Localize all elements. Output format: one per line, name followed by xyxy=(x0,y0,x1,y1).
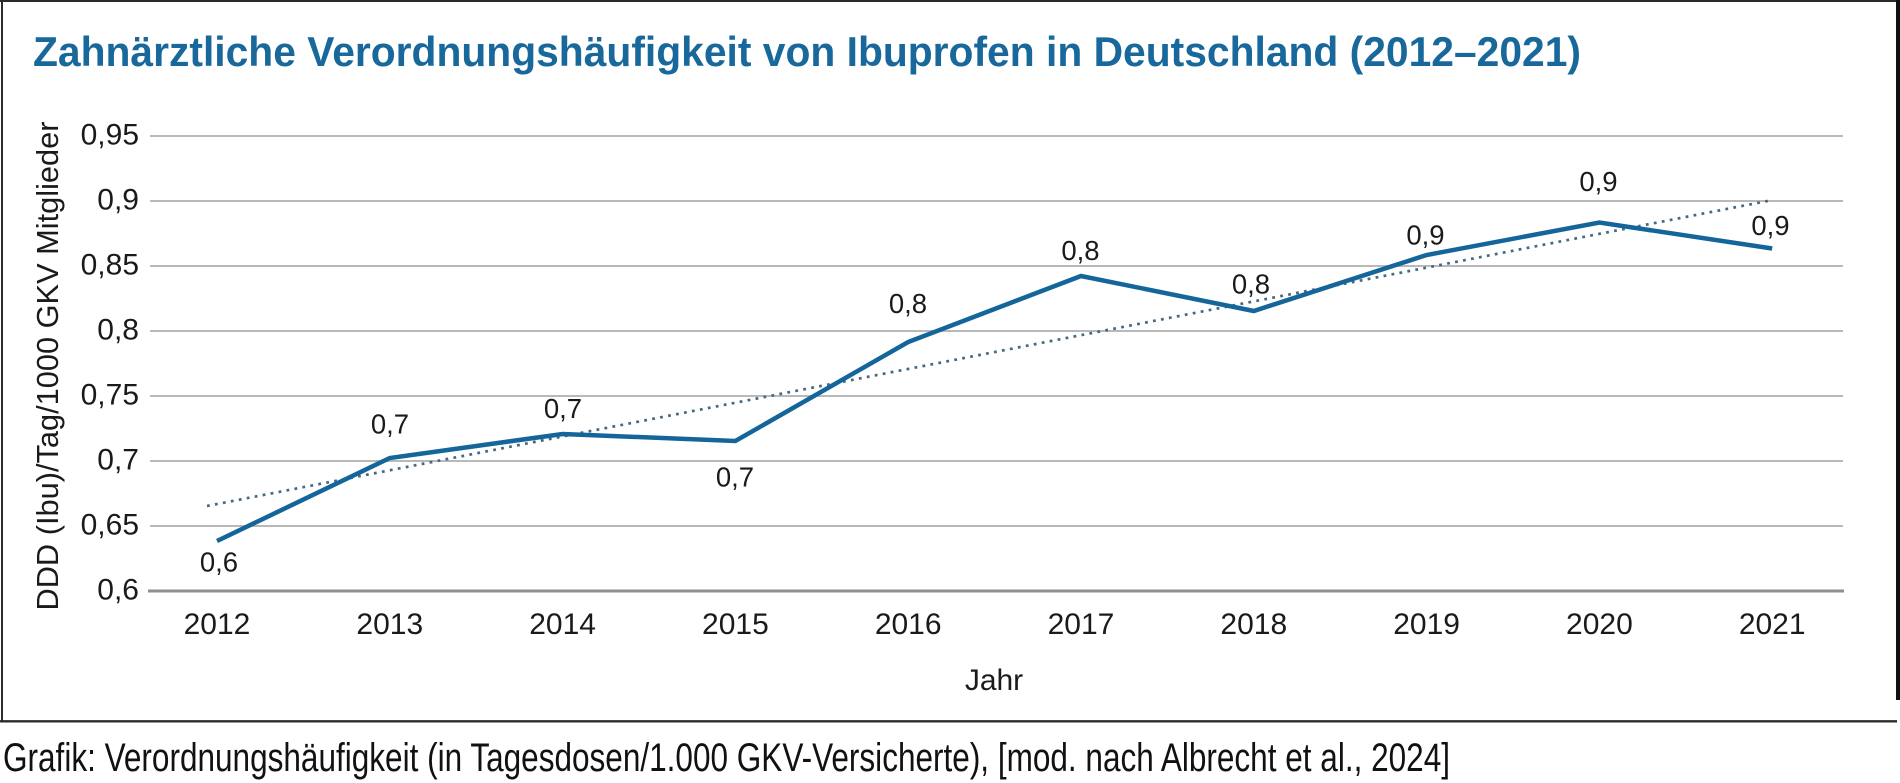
svg-text:2013: 2013 xyxy=(356,608,423,641)
svg-text:0,7: 0,7 xyxy=(371,409,409,440)
svg-text:2021: 2021 xyxy=(1739,608,1806,641)
svg-text:0,9: 0,9 xyxy=(1751,210,1789,241)
svg-text:2020: 2020 xyxy=(1566,608,1633,641)
svg-text:0,65: 0,65 xyxy=(81,509,139,542)
svg-text:0,6: 0,6 xyxy=(97,574,139,607)
svg-text:2012: 2012 xyxy=(184,608,251,641)
svg-text:0,95: 0,95 xyxy=(81,119,139,152)
svg-text:0,8: 0,8 xyxy=(1232,269,1270,300)
svg-text:0,8: 0,8 xyxy=(1061,235,1099,266)
svg-text:0,8: 0,8 xyxy=(97,314,139,347)
svg-text:0,8: 0,8 xyxy=(889,288,927,319)
svg-text:0,9: 0,9 xyxy=(1406,220,1444,251)
svg-text:2017: 2017 xyxy=(1048,608,1115,641)
svg-text:2014: 2014 xyxy=(529,608,596,641)
svg-text:2019: 2019 xyxy=(1393,608,1460,641)
svg-text:2018: 2018 xyxy=(1220,608,1287,641)
svg-text:0,9: 0,9 xyxy=(97,184,139,217)
svg-text:2016: 2016 xyxy=(875,608,942,641)
svg-text:Grafik: Verordnungshäufigkeit: Grafik: Verordnungshäufigkeit (in Tagesd… xyxy=(3,736,1450,780)
svg-text:0,6: 0,6 xyxy=(200,547,238,578)
svg-text:DDD (Ibu)/Tag/1000 GKV Mitglie: DDD (Ibu)/Tag/1000 GKV Mitglieder xyxy=(30,122,65,611)
svg-text:0,7: 0,7 xyxy=(544,393,582,424)
svg-text:Zahnärztliche Verordnungshäufi: Zahnärztliche Verordnungshäufigkeit von … xyxy=(33,28,1581,75)
svg-text:Jahr: Jahr xyxy=(965,664,1023,697)
svg-text:0,9: 0,9 xyxy=(1579,166,1617,197)
svg-text:0,85: 0,85 xyxy=(81,249,139,282)
svg-text:2015: 2015 xyxy=(702,608,769,641)
svg-text:0,7: 0,7 xyxy=(97,444,139,477)
svg-text:0,7: 0,7 xyxy=(716,462,754,493)
svg-text:0,75: 0,75 xyxy=(81,379,139,412)
